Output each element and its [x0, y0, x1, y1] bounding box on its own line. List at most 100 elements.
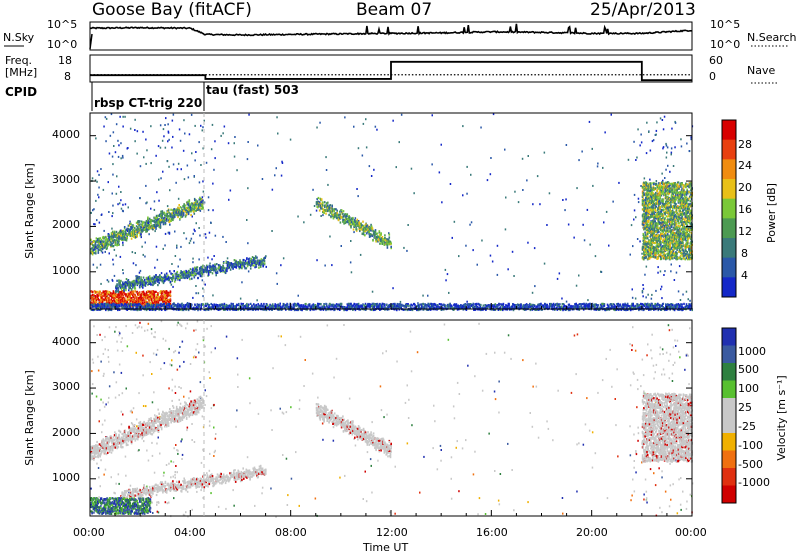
power-panel-speckle	[462, 125, 464, 128]
power-panel-rising-1-5-hop-band-cell	[130, 230, 133, 234]
power-panel-rising-1-5-hop-band-cell	[175, 213, 177, 216]
power-panel-speckle	[645, 152, 648, 155]
power-panel-late-block-cell	[661, 186, 664, 189]
power-panel-speckle	[669, 170, 671, 173]
power-panel-late-block-cell	[657, 229, 660, 232]
power-panel-late-block-cell	[659, 205, 661, 208]
power-panel-rising-1-5-hop-band-cell	[184, 207, 186, 210]
power-panel-speckle	[143, 156, 145, 159]
power-panel-late-block-cell	[672, 226, 675, 229]
power-panel-midday-descending-band-cell	[372, 239, 374, 242]
power-panel-speckle	[109, 134, 112, 137]
power-panel-late-block-cell	[674, 199, 676, 202]
power-panel-midday-descending-band-cell	[375, 240, 377, 243]
power-panel-rising-1-5-hop-band-cell	[101, 247, 104, 251]
power-panel-near-range-band-cell	[157, 292, 159, 295]
power-panel-rising-1-5-hop-band-cell	[91, 242, 93, 245]
power-panel-speckle	[100, 282, 102, 285]
power-panel-midday-descending-band-cell	[365, 232, 368, 235]
power-panel-rising-1-hop-band-cell	[125, 289, 127, 292]
power-panel-speckle	[201, 196, 204, 199]
power-panel-speckle	[327, 183, 329, 186]
power-panel-rising-1-5-hop-band-cell	[194, 209, 196, 212]
power-panel-late-block-cell	[659, 249, 661, 252]
power-panel-rising-1-hop-band-cell	[141, 279, 143, 282]
power-panel-rising-1-5-hop-band-cell	[187, 212, 190, 216]
power-panel-near-range-band-cell	[157, 299, 160, 302]
power-panel-speckle	[588, 120, 591, 123]
power-panel-late-block-cell	[670, 199, 672, 202]
power-panel-rising-1-hop-band-cell	[224, 271, 227, 274]
power-panel-rising-1-5-hop-band-cell	[199, 201, 201, 204]
power-panel-rising-1-5-hop-band-cell	[117, 243, 120, 246]
power-panel-near-range-band-cell	[93, 299, 96, 302]
power-panel-rising-1-hop-band-cell	[154, 280, 157, 283]
power-panel-midday-descending-band-cell	[390, 242, 392, 245]
power-panel-late-block-cell	[659, 215, 661, 218]
power-panel-near-range-band-cell	[166, 293, 169, 296]
power-panel-midday-descending-band-cell	[331, 205, 333, 208]
power-panel-midday-descending-band-cell	[362, 233, 365, 236]
power-panel-near-range-band-cell	[125, 294, 127, 297]
power-panel-rising-1-hop-band-cell	[259, 265, 262, 268]
power-panel-speckle	[129, 220, 131, 223]
power-panel-speckle	[99, 263, 102, 266]
power-panel-rising-1-hop-band-cell	[206, 264, 208, 267]
power-panel-speckle	[678, 265, 681, 268]
power-panel-speckle	[465, 244, 467, 247]
power-panel-midday-descending-band-cell	[381, 236, 384, 239]
power-panel-rising-1-5-hop-band-cell	[194, 203, 196, 206]
power-panel-speckle	[190, 113, 193, 116]
power-panel-late-block-cell	[646, 237, 649, 240]
power-panel-speckle	[192, 232, 194, 235]
power-panel-speckle	[155, 245, 158, 248]
power-panel-speckle	[357, 195, 359, 198]
power-panel-rising-1-hop-band-cell	[179, 272, 182, 275]
power-panel-speckle	[276, 282, 278, 285]
power-panel-speckle	[376, 128, 378, 131]
power-panel-rising-1-5-hop-band-cell	[200, 203, 202, 206]
power-panel-late-block-cell	[665, 232, 667, 235]
power-panel-speckle	[154, 266, 156, 269]
power-panel-late-block-cell	[663, 257, 666, 260]
power-panel-speckle	[199, 209, 202, 212]
power-panel-late-block-cell	[642, 199, 645, 202]
power-panel-late-block-cell	[644, 226, 646, 229]
power-panel-rising-1-5-hop-band-cell	[130, 237, 133, 240]
power-panel-late-block-cell	[664, 188, 666, 191]
power-panel-rising-1-5-hop-band-cell	[158, 225, 160, 228]
power-panel-rising-1-5-hop-band-cell	[182, 213, 185, 216]
power-panel-rising-1-hop-band-cell	[116, 279, 118, 282]
power-panel-speckle	[403, 246, 405, 249]
power-panel-late-block-cell	[670, 197, 672, 200]
power-panel-rising-1-hop-band-cell	[197, 277, 199, 280]
power-panel-near-range-band-cell	[143, 304, 145, 307]
power-panel-rising-1-5-hop-band-cell	[183, 203, 185, 206]
power-panel-rising-1-hop-band-cell	[214, 269, 216, 272]
power-panel-late-block-cell	[653, 194, 655, 197]
power-panel-speckle	[150, 125, 152, 128]
power-panel-rising-1-5-hop-band-cell	[91, 252, 94, 255]
power-panel-late-block-cell	[655, 209, 657, 212]
power-panel-speckle	[168, 138, 170, 141]
power-panel-speckle	[690, 138, 692, 141]
power-panel-speckle	[113, 145, 115, 147]
power-panel-speckle	[651, 293, 653, 296]
power-panel-rising-1-hop-band-cell	[189, 268, 192, 271]
power-panel-rising-1-hop-band-cell	[122, 285, 124, 288]
power-panel-midday-descending-band-cell	[342, 210, 345, 213]
power-panel-rising-1-hop-band-cell	[220, 266, 222, 269]
power-panel-rising-1-5-hop-band-cell	[202, 201, 204, 204]
power-panel-midday-descending-band-cell	[323, 210, 325, 213]
power-panel-speckle	[164, 232, 167, 235]
power-panel-midday-descending-band-cell	[383, 240, 386, 243]
power-panel-midday-descending-band-cell	[339, 213, 342, 216]
power-panel-rising-1-5-hop-band-cell	[139, 227, 142, 230]
power-panel-rising-1-5-hop-band-cell	[130, 222, 132, 225]
power-panel-late-block-cell	[651, 248, 653, 251]
power-panel-rising-1-hop-band-cell	[153, 282, 155, 285]
power-panel-late-block-cell	[647, 188, 650, 191]
power-panel-speckle	[600, 270, 602, 273]
power-panel-speckle	[184, 132, 186, 135]
power-panel-late-block-cell	[658, 201, 660, 204]
